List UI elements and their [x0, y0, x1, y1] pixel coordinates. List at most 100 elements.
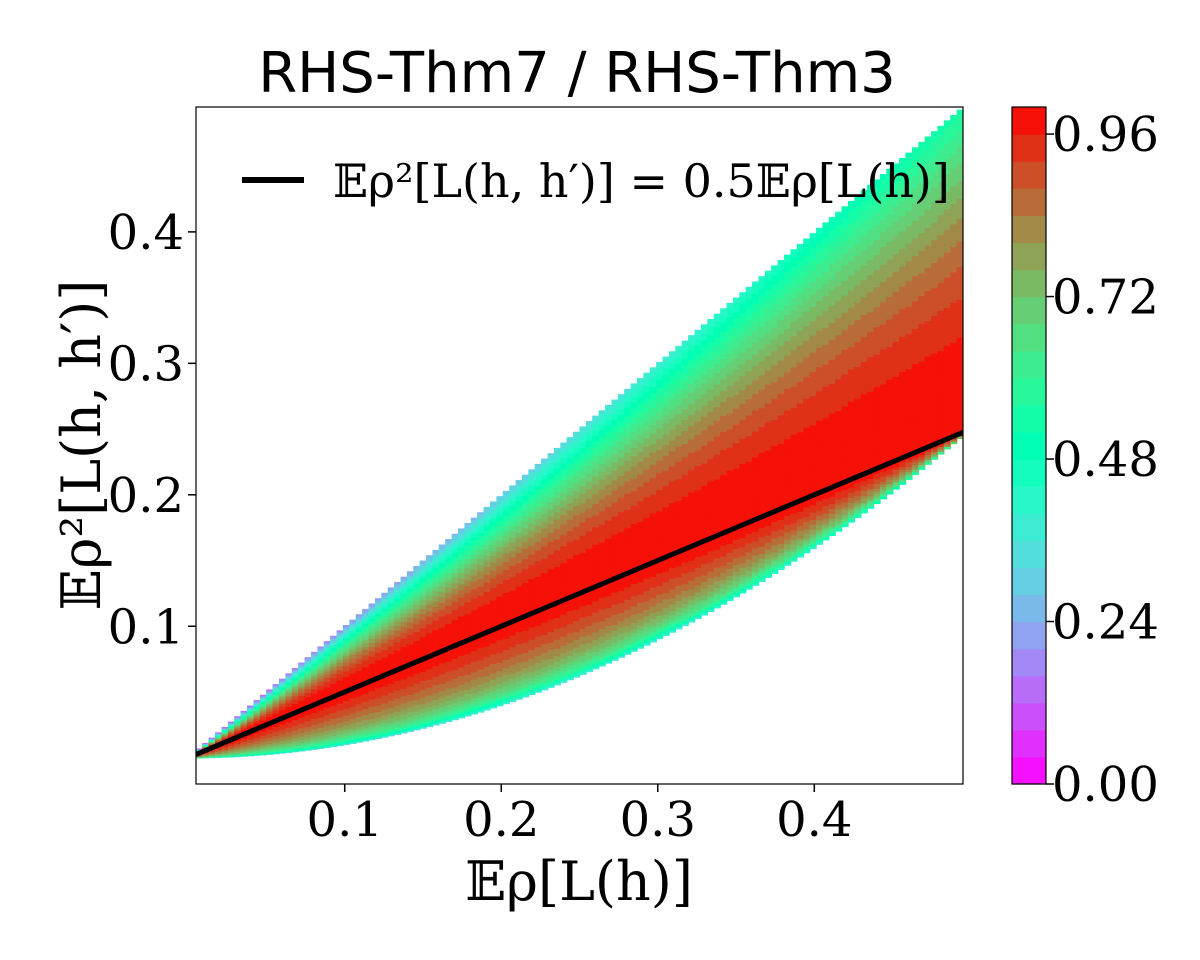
- contour-cell: [323, 667, 331, 669]
- contour-cell: [323, 661, 331, 664]
- contour-cell: [317, 696, 325, 699]
- contour-cell: [336, 679, 344, 682]
- contour-cell: [336, 669, 344, 671]
- contour-cell: [336, 662, 344, 664]
- contour-cell: [304, 727, 312, 729]
- contour-cell: [336, 741, 344, 744]
- contour-cell: [311, 713, 319, 715]
- contour-cell: [317, 720, 325, 723]
- contour-cell: [304, 665, 312, 667]
- contour-cell: [336, 683, 344, 686]
- contour-cell: [336, 649, 344, 652]
- contour-cell: [311, 716, 319, 718]
- contour-cell: [336, 684, 344, 686]
- contour-cell: [336, 633, 344, 635]
- contour-cell: [330, 652, 338, 655]
- contour-cell: [343, 741, 351, 744]
- contour-cell: [330, 655, 338, 657]
- contour-cell: [317, 691, 325, 693]
- contour-cell: [336, 676, 344, 678]
- contour-cell: [336, 700, 344, 702]
- contour-cell: [317, 687, 325, 689]
- contour-cell: [317, 666, 325, 669]
- contour-cell: [304, 747, 312, 749]
- contour-cell: [304, 701, 312, 703]
- contour-cell: [336, 645, 344, 647]
- contour-cell: [311, 709, 319, 711]
- contour-cell: [304, 667, 312, 669]
- contour-cell: [285, 673, 293, 675]
- contour-cell: [343, 728, 351, 731]
- contour-cell: [343, 742, 351, 745]
- contour-cell: [317, 692, 325, 695]
- contour-cell: [311, 655, 319, 658]
- contour-cell: [323, 728, 331, 731]
- contour-cell: [304, 668, 312, 671]
- contour-cell: [304, 725, 312, 727]
- contour-cell: [196, 748, 204, 750]
- contour-cell: [323, 691, 331, 694]
- contour-cell: [311, 678, 319, 681]
- contour-cell: [330, 666, 338, 668]
- contour-cell: [323, 715, 331, 717]
- contour-cell: [317, 713, 325, 715]
- contour-cell: [317, 661, 325, 663]
- contour-cell: [323, 677, 331, 680]
- contour-cell: [336, 696, 344, 699]
- contour-cell: [317, 722, 325, 724]
- contour-cell: [317, 738, 325, 740]
- contour-cell: [336, 674, 344, 677]
- contour-cell: [343, 736, 351, 739]
- contour-cell: [311, 722, 319, 725]
- contour-cell: [336, 648, 344, 650]
- contour-cell: [304, 731, 312, 733]
- contour-cell: [317, 681, 325, 684]
- contour-cell: [311, 666, 319, 668]
- contour-cell: [323, 653, 331, 655]
- contour-cell: [317, 709, 325, 711]
- contour-cell: [336, 682, 344, 685]
- contour-cell: [317, 679, 325, 681]
- contour-cell: [336, 685, 344, 687]
- contour-cell: [330, 708, 338, 711]
- contour-cell: [317, 727, 325, 729]
- contour-cell: [323, 706, 331, 709]
- contour-cell: [336, 633, 344, 636]
- contour-cell: [330, 639, 338, 642]
- contour-cell: [330, 715, 338, 718]
- contour-cell: [330, 691, 338, 694]
- contour-fill: [196, 109, 963, 759]
- contour-cell: [343, 732, 351, 734]
- contour-cell: [343, 710, 351, 712]
- contour-cell: [311, 671, 319, 673]
- contour-cell: [215, 732, 223, 734]
- contour-cell: [311, 708, 319, 711]
- contour-cell: [311, 740, 319, 743]
- contour-cell: [234, 716, 242, 718]
- contour-cell: [336, 703, 344, 706]
- contour-cell: [330, 742, 338, 744]
- contour-cell: [304, 672, 312, 675]
- contour-cell: [330, 681, 338, 684]
- contour-cell: [323, 650, 331, 653]
- contour-cell: [317, 744, 325, 746]
- contour-cell: [311, 744, 319, 747]
- contour-cell: [311, 699, 319, 701]
- contour-cell: [330, 742, 338, 745]
- contour-cell: [336, 663, 344, 666]
- contour-cell: [330, 668, 338, 671]
- contour-cell: [323, 659, 331, 662]
- contour-cell: [311, 716, 319, 719]
- contour-cell: [317, 714, 325, 717]
- contour-cell: [336, 671, 344, 674]
- contour-cell: [304, 691, 312, 693]
- contour-cell: [336, 658, 344, 661]
- contour-cell: [317, 662, 325, 664]
- contour-cell: [323, 681, 331, 683]
- contour-cell: [317, 677, 325, 680]
- contour-cell: [330, 679, 338, 682]
- contour-cell: [336, 736, 344, 739]
- contour-cell: [330, 723, 338, 725]
- contour-cell: [317, 670, 325, 673]
- contour-cell: [343, 722, 351, 724]
